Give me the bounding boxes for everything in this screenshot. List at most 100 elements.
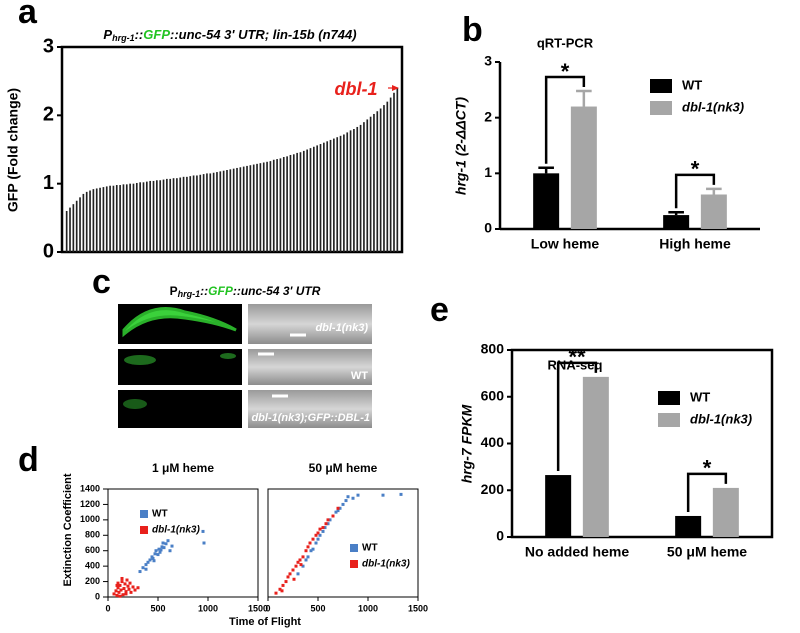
point bbox=[323, 526, 327, 530]
point bbox=[123, 582, 127, 586]
bar bbox=[102, 187, 105, 252]
bar bbox=[212, 172, 215, 252]
bar bbox=[289, 154, 292, 252]
bar bbox=[162, 179, 165, 252]
plot-frame bbox=[267, 488, 419, 598]
panel-letter: b bbox=[462, 11, 483, 49]
legend-label: WT bbox=[362, 543, 378, 554]
significance-bracket bbox=[556, 361, 598, 472]
point bbox=[311, 547, 315, 551]
bar bbox=[272, 159, 275, 252]
bar bbox=[712, 487, 739, 537]
y-tick-label: 1 bbox=[43, 172, 54, 194]
significance-bracket bbox=[686, 472, 728, 512]
bar bbox=[582, 376, 609, 537]
legend-swatch bbox=[658, 391, 680, 405]
bar bbox=[393, 92, 395, 253]
point bbox=[311, 537, 315, 541]
point bbox=[129, 590, 133, 594]
point bbox=[121, 593, 125, 597]
bar bbox=[152, 180, 155, 252]
bar bbox=[172, 178, 175, 252]
annotation-arrow bbox=[392, 85, 399, 91]
point bbox=[133, 588, 137, 592]
title-part: hrg-1 bbox=[112, 33, 135, 43]
point bbox=[128, 581, 132, 585]
bar bbox=[156, 180, 158, 252]
legend-label: WT bbox=[152, 509, 168, 520]
bar bbox=[219, 171, 222, 252]
significance-label: ** bbox=[568, 345, 586, 370]
significance-bracket bbox=[674, 173, 716, 209]
y-tick-label: 400 bbox=[85, 561, 100, 571]
y-tick-label: 0 bbox=[95, 591, 100, 601]
x-tick-label: Low heme bbox=[531, 236, 600, 252]
bar bbox=[109, 185, 111, 252]
bar bbox=[72, 204, 75, 252]
bar bbox=[349, 130, 352, 252]
point bbox=[316, 531, 320, 535]
x-tick-label: 1000 bbox=[358, 603, 378, 613]
point bbox=[148, 558, 152, 562]
point bbox=[399, 492, 403, 496]
point bbox=[118, 594, 122, 598]
bar bbox=[129, 183, 131, 252]
x-tick-label: No added heme bbox=[525, 544, 629, 560]
bar bbox=[99, 187, 101, 252]
bar bbox=[246, 165, 248, 252]
bar bbox=[396, 88, 399, 252]
point bbox=[278, 587, 282, 591]
bar bbox=[363, 122, 365, 253]
bar bbox=[186, 176, 188, 252]
legend-label: dbl-1(nk3) bbox=[682, 99, 744, 114]
bar bbox=[206, 173, 208, 252]
point bbox=[280, 589, 284, 593]
point bbox=[124, 590, 128, 594]
point bbox=[162, 546, 166, 550]
worm-gfp bbox=[123, 399, 147, 409]
x-tick-label: 500 bbox=[310, 603, 325, 613]
point bbox=[344, 499, 348, 503]
y-tick-label: 800 bbox=[481, 341, 505, 357]
significance-label: * bbox=[561, 59, 570, 84]
x-tick-label: 1000 bbox=[198, 603, 218, 613]
point bbox=[318, 533, 322, 537]
bar bbox=[139, 182, 141, 252]
bar bbox=[229, 169, 232, 252]
point bbox=[115, 583, 119, 587]
x-tick-label: High heme bbox=[659, 236, 731, 252]
legend-swatch bbox=[650, 101, 672, 115]
bar bbox=[700, 194, 727, 229]
title-part: GFP bbox=[208, 284, 234, 298]
bar bbox=[252, 164, 255, 252]
bar bbox=[292, 154, 295, 252]
bar bbox=[369, 116, 372, 252]
legend-label: WT bbox=[690, 389, 710, 404]
x-tick-label: 50 μM heme bbox=[667, 544, 747, 560]
bar bbox=[359, 124, 362, 252]
y-tick-label: 1 bbox=[484, 164, 492, 180]
title-part: ::unc-54 3' UTR bbox=[233, 284, 321, 298]
legend-label: dbl-1(nk3) bbox=[152, 525, 200, 536]
error-bar bbox=[668, 211, 684, 216]
bar bbox=[85, 191, 88, 252]
point bbox=[146, 560, 150, 564]
point bbox=[138, 570, 142, 574]
point bbox=[299, 563, 303, 567]
bar bbox=[312, 146, 315, 252]
bar bbox=[266, 161, 268, 252]
chart-title: 50 μM heme bbox=[309, 461, 378, 475]
x-tick-label: 1500 bbox=[248, 603, 268, 613]
point bbox=[301, 555, 305, 559]
point bbox=[118, 583, 122, 587]
point bbox=[125, 578, 129, 582]
point bbox=[304, 549, 308, 553]
legend-swatch bbox=[350, 560, 358, 568]
bar bbox=[316, 145, 319, 252]
point bbox=[274, 591, 278, 595]
point bbox=[298, 558, 302, 562]
point bbox=[202, 541, 206, 545]
bar bbox=[333, 138, 335, 252]
bar bbox=[282, 157, 285, 252]
